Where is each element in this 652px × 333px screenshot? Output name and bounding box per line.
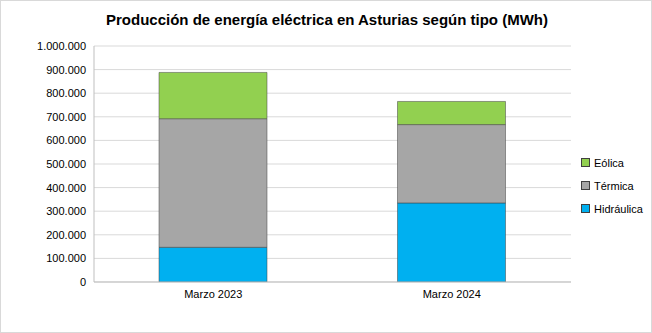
html-text:Térmica: Térmica [594, 179, 634, 192]
svg-text:0: 0 [80, 276, 86, 288]
svg-text:Marzo 2024: Marzo 2024 [423, 288, 481, 300]
svg-text:700.000: 700.000 [46, 111, 86, 123]
svg-text:1.000.000: 1.000.000 [37, 40, 86, 52]
svg-text:900.000: 900.000 [46, 64, 86, 76]
svg-text:300.000: 300.000 [46, 205, 86, 217]
svg-text:200.000: 200.000 [46, 229, 86, 241]
svg-text:Marzo 2023: Marzo 2023 [184, 288, 242, 300]
html-text:Eólica: Eólica [594, 156, 624, 169]
html-text:Producción de energía eléctric: Producción de energía eléctrica en Astur… [106, 11, 548, 28]
svg-text:800.000: 800.000 [46, 87, 86, 99]
svg-text:100.000: 100.000 [46, 252, 86, 264]
html-text:Hidráulica: Hidráulica [594, 202, 643, 215]
svg-text:400.000: 400.000 [46, 182, 86, 194]
svg-text:500.000: 500.000 [46, 158, 86, 170]
svg-text:600.000: 600.000 [46, 134, 86, 146]
